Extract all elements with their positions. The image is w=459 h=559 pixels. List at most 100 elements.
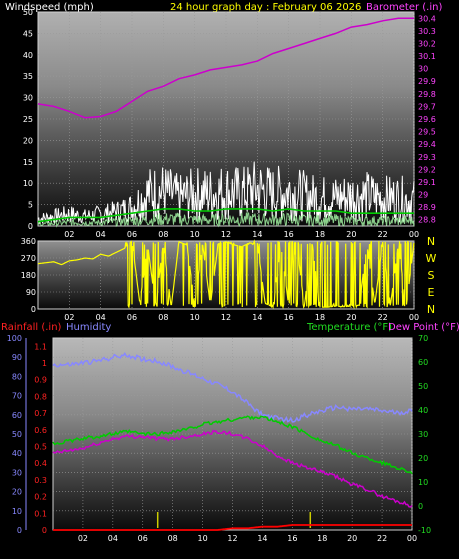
winddir-tick-label: 90	[26, 288, 36, 297]
humidity-tick-label: 10	[12, 507, 22, 516]
temp-tick-label: 0	[418, 502, 423, 511]
x-tick-label: 14	[252, 313, 262, 322]
x-tick-label: 14	[257, 534, 267, 543]
humidity-tick-label: 0	[17, 526, 22, 535]
x-tick-label: 18	[315, 313, 325, 322]
x-tick-label: 10	[197, 534, 207, 543]
x-tick-label: 10	[190, 313, 200, 322]
y-right-tick-label: 29.8	[418, 90, 436, 99]
y-right-tick-label: 29.2	[418, 165, 436, 174]
y-right-tick-label: 30.3	[418, 27, 436, 36]
wind-lull-line	[37, 211, 415, 228]
wind-axes: 02 04 06 08 10 12 14 16 18 20 22 000510152025303540…	[23, 8, 436, 239]
y-left-tick-label: 20	[23, 136, 33, 145]
y-left-tick-label: 10	[23, 179, 33, 188]
humidity-tick-label: 70	[12, 392, 22, 401]
rain-tick-label: 0.4	[34, 459, 47, 468]
temp-tick-label: -10	[418, 526, 431, 535]
rain-tick-label: 0.1	[34, 509, 47, 518]
y-right-tick-label: 30.4	[418, 14, 436, 23]
x-tick-label: 00	[409, 230, 419, 239]
y-right-tick-label: 29.1	[418, 178, 436, 187]
temp-tick-label: 60	[418, 358, 428, 367]
x-tick-label: 08	[168, 534, 178, 543]
wind-plot	[37, 17, 414, 223]
y-right-tick-label: 30.2	[418, 39, 436, 48]
temp-tick-label: 20	[418, 454, 428, 463]
rain-tick-label: 0.3	[34, 476, 47, 485]
humidity-tick-label: 80	[12, 372, 22, 381]
wind-panel	[37, 11, 415, 227]
y-left-tick-label: 40	[23, 51, 33, 60]
x-tick-label: 16	[287, 534, 297, 543]
humidity-tick-label: 30	[12, 468, 22, 477]
rainfall-line	[53, 524, 412, 531]
x-tick-label: 06	[138, 534, 148, 543]
x-tick-label: 16	[284, 230, 294, 239]
rain-tick-label: 0.2	[34, 493, 47, 502]
y-right-tick-label: 29.9	[418, 77, 436, 86]
x-tick-label: 02	[78, 534, 88, 543]
humidity-tick-label: 20	[12, 488, 22, 497]
temp-tick-label: 10	[418, 478, 428, 487]
temp-plot	[52, 351, 413, 531]
rain-tick-label: 1	[42, 359, 47, 368]
dewpoint-legend: Dew Point (°F)	[388, 322, 459, 333]
compass-label: E	[428, 286, 435, 299]
y-left-tick-label: 25	[23, 115, 33, 124]
y-left-tick-label: 5	[28, 201, 33, 210]
y-right-tick-label: 29.3	[418, 153, 436, 162]
temp-axes: 02 04 06 08 10 12 14 16 18 20 22 000102030405060708…	[7, 334, 431, 543]
x-tick-label: 08	[158, 313, 168, 322]
humidity-legend: Humidity	[66, 322, 111, 333]
x-tick-label: 08	[158, 230, 168, 239]
wind-direction-line	[37, 239, 415, 310]
temp-tick-label: 50	[418, 382, 428, 391]
x-tick-label: 18	[317, 534, 327, 543]
wind-speed-trace	[37, 161, 415, 228]
x-tick-label: 22	[377, 534, 387, 543]
y-right-tick-label: 30.1	[418, 52, 436, 61]
humidity-line	[52, 351, 413, 423]
x-tick-label: 02	[64, 230, 74, 239]
rainfall-legend: Rainfall (.in)	[1, 322, 62, 333]
temp-grid	[53, 338, 413, 530]
humidity-tick-label: 50	[12, 430, 22, 439]
rain-tick-label: 1.1	[34, 342, 47, 351]
humidity-tick-label: 40	[12, 449, 22, 458]
x-tick-label: 14	[252, 230, 262, 239]
x-tick-label: 04	[96, 230, 106, 239]
rain-tick-label: 0.6	[34, 426, 47, 435]
winddir-tick-label: 0	[31, 305, 36, 314]
rain-tick-label: 0.9	[34, 376, 47, 385]
compass-label: S	[428, 269, 435, 282]
temp-tick-label: 70	[418, 334, 428, 343]
humidity-tick-label: 90	[12, 353, 22, 362]
compass-label: W	[426, 252, 437, 265]
rain-tick-label: 0.7	[34, 409, 47, 418]
temp-tick-label: 40	[418, 406, 428, 415]
x-tick-label: 00	[407, 534, 417, 543]
x-tick-label: 22	[378, 230, 388, 239]
winddir-plot	[37, 239, 415, 310]
dew_point-line	[52, 429, 413, 508]
y-left-tick-label: 30	[23, 94, 33, 103]
y-right-tick-label: 28.9	[418, 203, 436, 212]
y-right-tick-label: 29.4	[418, 140, 436, 149]
x-tick-label: 22	[378, 313, 388, 322]
barometer-line	[37, 17, 414, 119]
y-right-tick-label: 29.7	[418, 102, 436, 111]
x-tick-label: 12	[221, 230, 231, 239]
winddir-tick-label: 360	[21, 237, 36, 246]
windspeed-title: Windspeed (mph)	[5, 2, 94, 13]
x-tick-label: 12	[227, 534, 237, 543]
x-tick-label: 20	[346, 230, 356, 239]
x-tick-label: 00	[409, 313, 419, 322]
x-tick-label: 02	[64, 313, 74, 322]
x-tick-label: 20	[346, 313, 356, 322]
y-right-tick-label: 30	[418, 65, 428, 74]
y-right-tick-label: 29	[418, 191, 428, 200]
y-left-tick-label: 15	[23, 158, 33, 167]
